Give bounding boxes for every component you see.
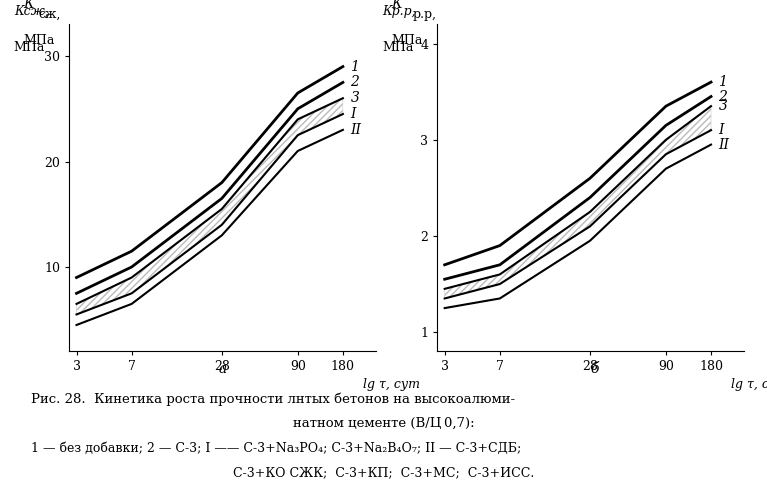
Text: 2: 2 [351, 76, 359, 89]
Text: К: К [391, 0, 402, 11]
Text: II: II [719, 138, 729, 152]
Text: р.р,: р.р, [413, 8, 436, 21]
Text: I: I [719, 123, 724, 137]
Text: сж,: сж, [38, 8, 61, 21]
Text: б: б [590, 362, 599, 376]
Text: 1: 1 [351, 60, 359, 74]
Text: МПа: МПа [23, 34, 54, 47]
Text: Ксж,: Ксж, [14, 5, 48, 18]
Text: 1: 1 [719, 75, 727, 89]
Text: lg τ, сут: lg τ, сут [731, 378, 767, 390]
Text: 3: 3 [719, 99, 727, 113]
Text: 3: 3 [351, 91, 359, 105]
Text: lg τ, сут: lg τ, сут [363, 378, 420, 390]
Text: К: К [23, 0, 34, 11]
Text: а: а [219, 362, 226, 376]
Text: Рис. 28.  Кинетика роста прочности лнтых бетонов на высокоалюми-: Рис. 28. Кинетика роста прочности лнтых … [31, 393, 515, 407]
Text: 1 — без добавки; 2 — С-3; I —— С-3+Na₃PO₄; С-3+Na₂B₄O₇; II — С-3+СДБ;: 1 — без добавки; 2 — С-3; I —— С-3+Na₃PO… [31, 442, 521, 455]
Text: 2: 2 [719, 89, 727, 103]
Text: Кр.р,: Кр.р, [382, 5, 416, 18]
Text: натном цементе (В/Ц 0,7):: натном цементе (В/Ц 0,7): [293, 417, 474, 430]
Text: МПа: МПа [382, 41, 413, 54]
Text: С-3+КО СЖК;  С-3+КП;  С-3+МС;  С-3+ИСС.: С-3+КО СЖК; С-3+КП; С-3+МС; С-3+ИСС. [233, 466, 534, 479]
Text: I: I [351, 107, 356, 121]
Text: МПа: МПа [14, 41, 45, 54]
Text: II: II [351, 123, 361, 137]
Text: МПа: МПа [391, 34, 423, 47]
